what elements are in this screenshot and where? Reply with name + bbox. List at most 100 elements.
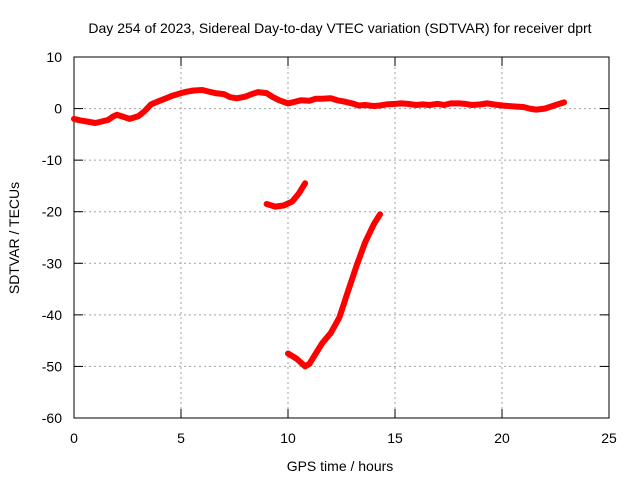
data-point <box>242 94 248 100</box>
y-tick-label: -30 <box>42 255 62 271</box>
data-point <box>499 103 505 108</box>
data-point <box>105 117 111 123</box>
data-point <box>392 101 398 107</box>
x-tick-label: 20 <box>494 430 510 446</box>
data-point <box>148 101 154 107</box>
y-tick-label: -50 <box>42 358 62 374</box>
data-point <box>285 100 291 106</box>
data-point <box>264 201 270 207</box>
data-point <box>157 98 163 104</box>
data-point <box>356 103 362 108</box>
data-point <box>341 98 347 104</box>
data-point <box>298 97 304 103</box>
data-point <box>110 114 115 120</box>
data-point <box>199 87 205 93</box>
data-point <box>191 88 197 93</box>
data-point <box>478 101 484 107</box>
axes <box>73 56 610 419</box>
y-tick-label: -60 <box>42 410 62 426</box>
data-point <box>313 96 319 102</box>
data-point <box>345 289 351 295</box>
y-axis-label: SDTVAR / TECUs <box>6 182 22 294</box>
data-point <box>313 351 319 356</box>
data-point <box>212 90 218 96</box>
data-point <box>264 90 270 96</box>
data-point <box>120 114 126 120</box>
series-line-1 <box>71 87 568 126</box>
x-tick-labels: 0 5 10 15 20 25 <box>70 430 617 446</box>
y-tick-label: -40 <box>42 307 62 323</box>
data-point <box>285 351 291 356</box>
data-point <box>306 98 312 104</box>
y-tick-label: 10 <box>46 49 62 65</box>
x-tick-label: 5 <box>177 430 185 446</box>
data-point <box>469 102 475 108</box>
data-point <box>319 96 325 102</box>
x-tick-label: 15 <box>387 430 403 446</box>
data-point <box>548 104 554 109</box>
data-point <box>142 108 148 114</box>
data-point <box>169 93 175 99</box>
data-point <box>135 113 141 119</box>
data-point <box>77 117 83 123</box>
data-point <box>270 94 276 100</box>
data-point <box>354 263 359 269</box>
data-point <box>371 103 377 109</box>
data-point <box>227 94 233 100</box>
x-tick-label: 10 <box>280 430 296 446</box>
data-point <box>362 240 368 246</box>
series <box>71 87 568 370</box>
data-point <box>178 90 184 96</box>
plot-border <box>73 56 610 419</box>
data-point <box>456 100 462 106</box>
data-point <box>533 107 539 113</box>
data-point <box>527 106 533 112</box>
data-point <box>255 89 261 95</box>
data-point <box>512 104 518 109</box>
series-line-3 <box>285 211 383 370</box>
data-point <box>127 116 133 122</box>
data-point <box>336 314 342 320</box>
data-point <box>296 191 302 197</box>
data-point <box>420 101 426 107</box>
data-point <box>84 119 90 124</box>
data-point <box>234 95 240 101</box>
data-point <box>328 330 334 336</box>
data-point <box>291 99 297 105</box>
data-point <box>249 91 255 97</box>
data-point <box>319 340 325 346</box>
data-point <box>441 102 447 108</box>
data-point <box>426 102 432 108</box>
data-point <box>334 97 340 103</box>
chart-title: Day 254 of 2023, Sidereal Day-to-day VTE… <box>88 20 591 36</box>
x-axis-label: GPS time / hours <box>287 458 394 474</box>
data-point <box>448 100 454 106</box>
data-point <box>114 112 120 118</box>
data-point <box>163 95 169 101</box>
x-tick-label: 0 <box>70 430 78 446</box>
data-point <box>542 106 548 112</box>
data-point <box>413 102 419 108</box>
data-point <box>435 101 441 107</box>
data-point <box>349 100 355 106</box>
y-tick-label: -10 <box>42 152 62 168</box>
data-point <box>306 361 312 367</box>
data-point <box>405 101 411 107</box>
data-point <box>302 180 308 186</box>
data-point <box>276 97 282 103</box>
data-point <box>184 89 190 95</box>
data-point <box>377 211 383 217</box>
data-point <box>561 99 567 105</box>
data-point <box>463 101 469 107</box>
data-point <box>289 198 295 204</box>
data-point <box>362 102 368 108</box>
data-point <box>71 116 77 122</box>
data-point <box>272 204 278 210</box>
data-point <box>505 103 511 109</box>
data-point <box>398 100 404 106</box>
data-point <box>484 100 490 106</box>
data-point <box>294 356 300 362</box>
data-point <box>92 120 98 126</box>
y-tick-label: -20 <box>42 204 62 220</box>
